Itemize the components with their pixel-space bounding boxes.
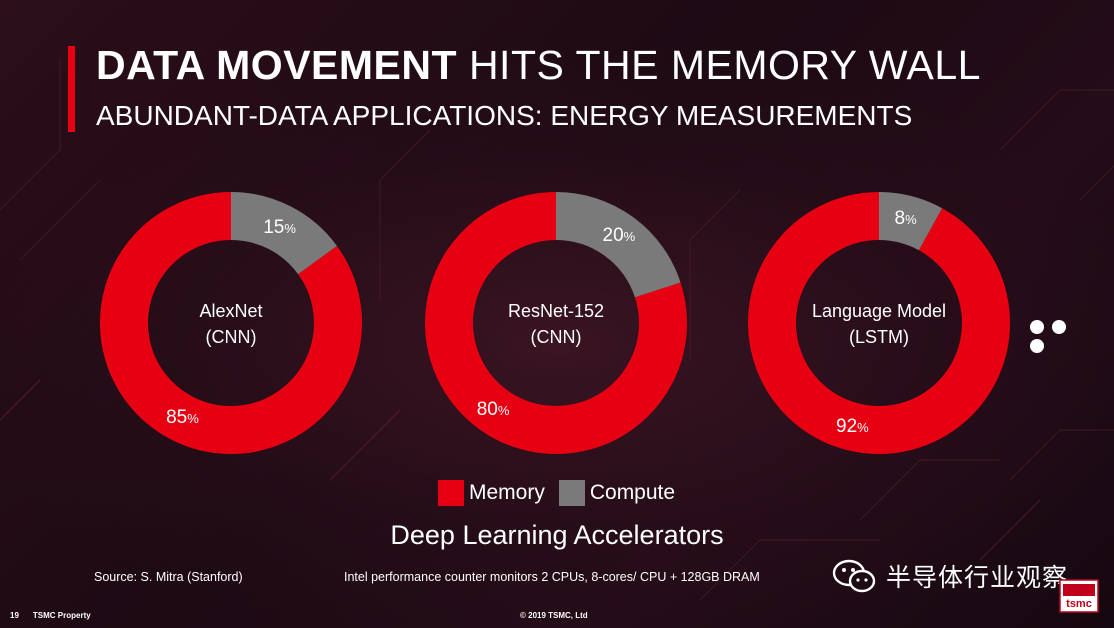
watermark-text: 半导体行业观察 (886, 564, 1069, 592)
memory-slice (425, 192, 687, 454)
source-note: Source: S. Mitra (Stanford) (94, 570, 243, 584)
compute-percent-label: 8% (894, 208, 917, 230)
legend-label-memory: Memory (469, 481, 545, 504)
page-number: 19 (10, 611, 19, 620)
memory-slice (100, 192, 362, 454)
compute-slice (230, 192, 337, 275)
donut-center-label: AlexNet (CNN) (100, 298, 362, 350)
slide-title: DATA MOVEMENT HITS THE MEMORY WALL (96, 42, 981, 89)
donut-type: (CNN) (530, 327, 582, 347)
more-ellipsis-icon (1030, 320, 1094, 353)
compute-slice (878, 192, 943, 251)
compute-percent-label: 20% (602, 225, 636, 247)
title-accent-bar (68, 46, 75, 132)
title-bold: DATA MOVEMENT (96, 42, 458, 88)
svg-text:tsmc: tsmc (1066, 598, 1092, 610)
donut-name: ResNet-152 (507, 301, 605, 321)
memory-percent-label: 92% (836, 415, 869, 437)
wechat-icon (832, 559, 876, 593)
legend-item-memory: Memory (438, 480, 545, 506)
compute-percent-label: 15% (263, 216, 296, 238)
memory-slice (748, 192, 1010, 454)
memory-percent-label: 80% (476, 398, 510, 420)
watermark: 半导体行业观察 (832, 558, 1068, 594)
title-rest: HITS THE MEMORY WALL (468, 42, 981, 88)
donut-chart-language-model: Language Model (LSTM) 92% 8% (748, 192, 1010, 454)
footer-copyright: © 2019 TSMC, Ltd (520, 611, 588, 620)
compute-slice (555, 192, 681, 299)
footer-property: TSMC Property (32, 611, 91, 620)
chart-caption: Deep Learning Accelerators (390, 520, 724, 550)
donut-type: (LSTM) (849, 327, 909, 347)
tsmc-logo: tsmc (1059, 579, 1099, 613)
donut-center-label: ResNet-152 (CNN) (425, 298, 687, 350)
donut-center-label: Language Model (LSTM) (748, 298, 1010, 350)
slide-subtitle: ABUNDANT-DATA APPLICATIONS: ENERGY MEASU… (96, 100, 913, 131)
measurement-note: Intel performance counter monitors 2 CPU… (344, 570, 760, 584)
legend-swatch-memory (438, 480, 464, 506)
legend-swatch-compute (558, 480, 585, 506)
memory-percent-label: 85% (166, 407, 199, 429)
footer-left: 19 TSMC Property (10, 611, 105, 620)
donut-name: Language Model (811, 301, 947, 321)
donut-name: AlexNet (199, 301, 263, 321)
donut-chart-resnet: ResNet-152 (CNN) 80% 20% (425, 192, 687, 454)
donut-svg (100, 192, 362, 454)
legend-label-compute: Compute (589, 481, 676, 504)
donut-chart-alexnet: AlexNet (CNN) 85% 15% (100, 192, 362, 454)
donut-svg (425, 192, 687, 454)
donut-type: (CNN) (205, 327, 257, 347)
donut-svg (748, 192, 1010, 454)
legend-item-compute: Compute (558, 480, 676, 506)
chart-legend: Memory Compute (438, 480, 689, 506)
